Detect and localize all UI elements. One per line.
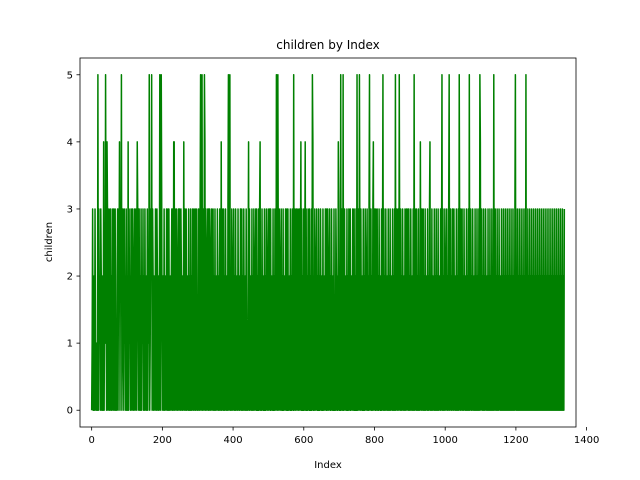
y-tick-label-1: 1 — [67, 339, 73, 350]
series-line-0 — [90, 74, 566, 411]
y-tick-label-3: 3 — [67, 204, 73, 215]
y-tick-label-0: 0 — [67, 406, 73, 417]
chart-title: children by Index — [276, 38, 380, 52]
x-tick-label-1400: 1400 — [574, 435, 599, 446]
y-tick-label-5: 5 — [67, 70, 73, 81]
x-tick-label-0: 0 — [88, 435, 94, 446]
x-tick-label-1200: 1200 — [503, 435, 528, 446]
plot-area: 0 200 400 600 800 1000 1200 1400 0 1 2 3 4 5 — [67, 57, 599, 446]
x-tick-label-800: 800 — [365, 435, 384, 446]
y-axis-label: children — [44, 222, 55, 262]
y-tick-label-4: 4 — [67, 137, 73, 148]
axes-frame — [79, 57, 577, 428]
x-tick-label-400: 400 — [224, 435, 243, 446]
x-tick-label-200: 200 — [153, 435, 172, 446]
x-tick-label-600: 600 — [294, 435, 313, 446]
y-tick-label-2: 2 — [67, 272, 73, 283]
x-tick-label-1000: 1000 — [432, 435, 457, 446]
x-axis-label: Index — [314, 460, 342, 471]
